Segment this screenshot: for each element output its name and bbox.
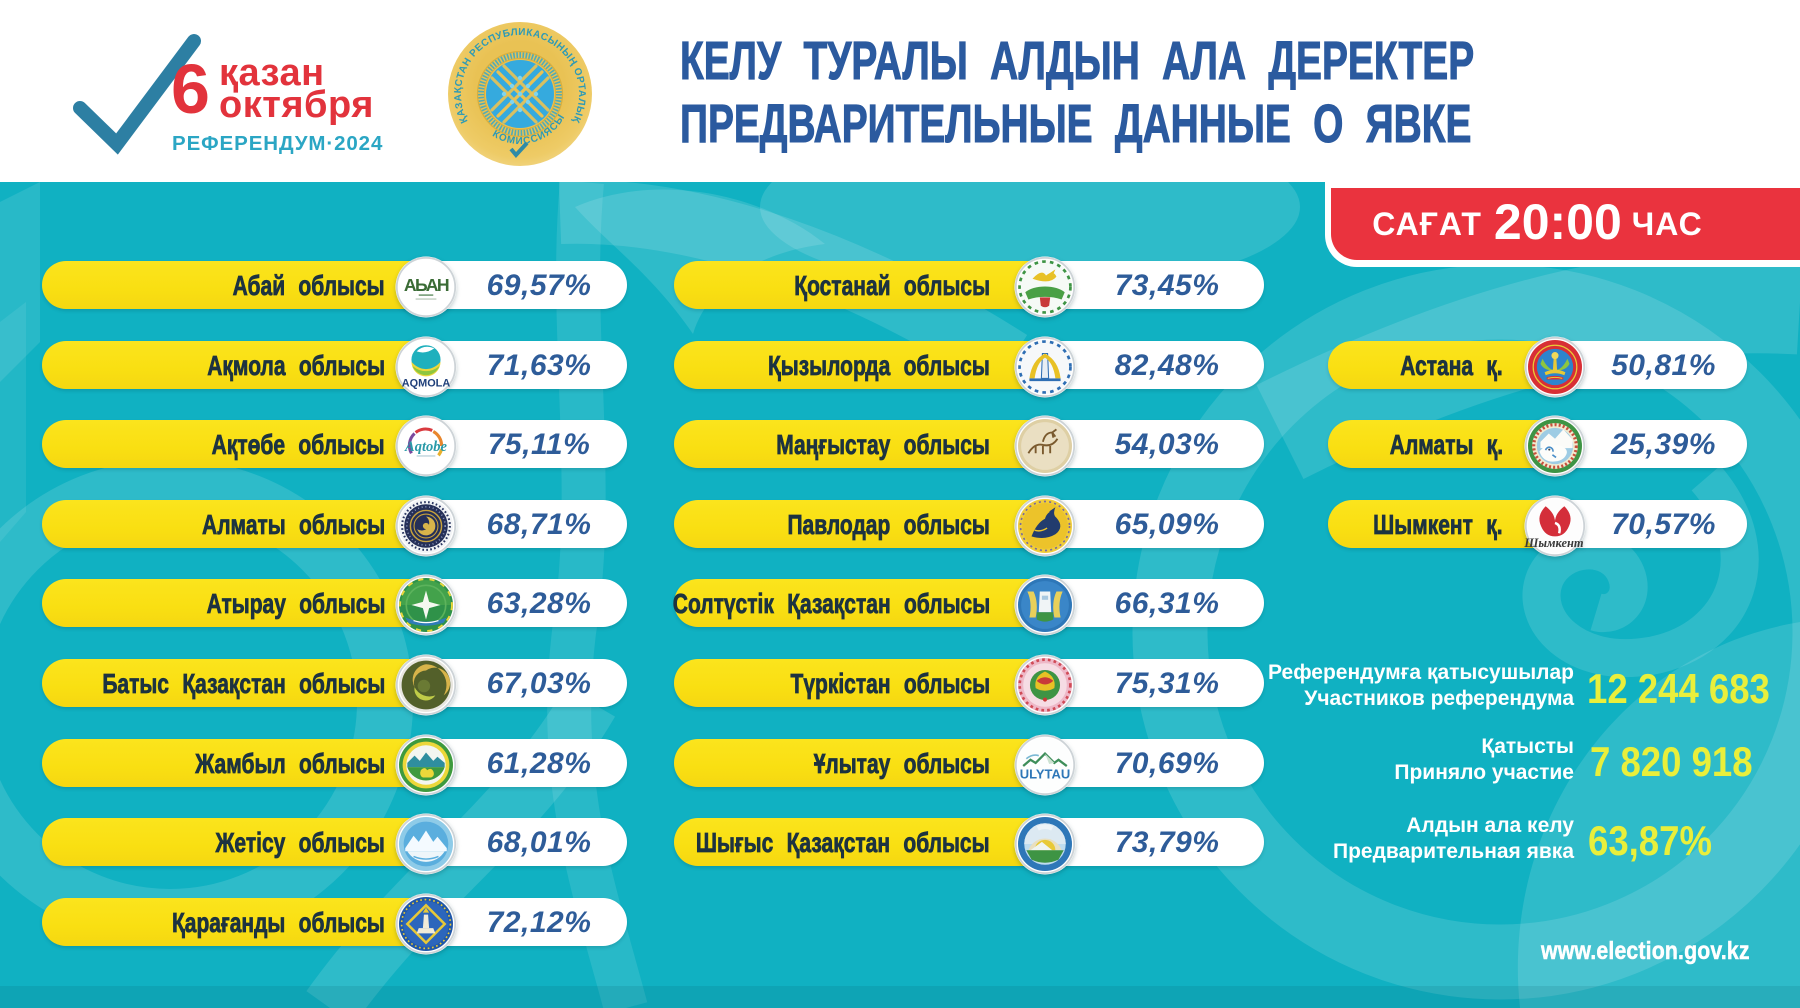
svg-text:Aqtobe: Aqtobe [404,439,447,455]
svg-text:АЬАН: АЬАН [404,275,449,295]
svg-text:ULYTAU: ULYTAU [1020,767,1070,782]
svg-text:AQMOLA: AQMOLA [402,378,451,390]
svg-text:Шымкент: Шымкент [1524,536,1584,550]
